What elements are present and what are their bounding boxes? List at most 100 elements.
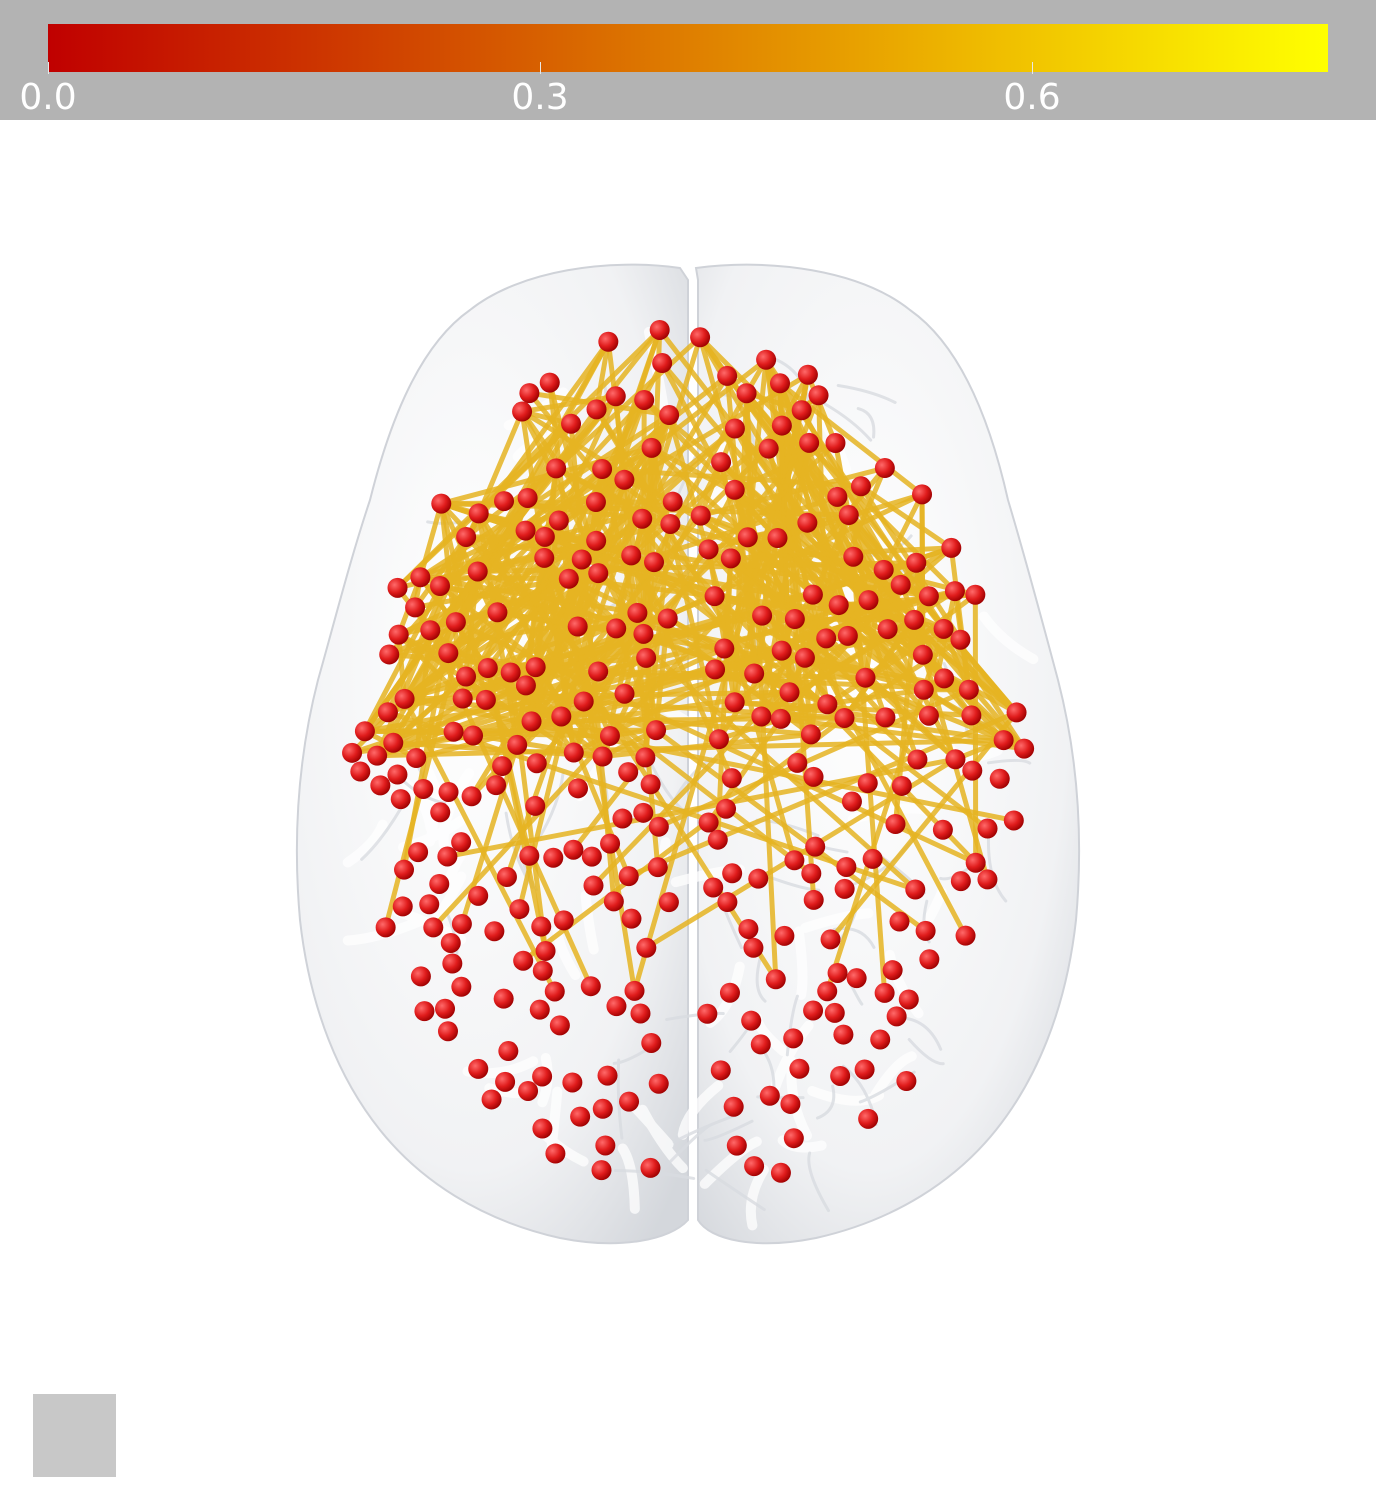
region-node	[646, 720, 667, 741]
region-node	[648, 1073, 669, 1094]
region-node	[451, 832, 472, 853]
region-node	[567, 616, 588, 637]
region-node	[627, 602, 648, 623]
region-node	[799, 432, 820, 453]
region-node	[836, 856, 857, 877]
region-node	[717, 892, 738, 913]
region-node	[367, 745, 388, 766]
region-node	[375, 917, 396, 938]
region-node	[736, 383, 757, 404]
region-node	[585, 492, 606, 513]
region-node	[794, 647, 815, 668]
region-node	[697, 1003, 718, 1024]
region-node	[784, 850, 805, 871]
region-node	[977, 818, 998, 839]
gyrus-fold	[616, 1058, 624, 1140]
region-node	[486, 775, 507, 796]
region-node	[705, 659, 726, 680]
region-node	[919, 949, 940, 970]
region-node	[595, 1135, 616, 1156]
region-node	[493, 988, 514, 1009]
region-node	[445, 612, 466, 633]
region-node	[612, 808, 633, 829]
connectivity-edge	[632, 407, 805, 994]
region-node	[720, 548, 741, 569]
region-node	[891, 775, 912, 796]
region-node	[714, 638, 735, 659]
region-node	[724, 418, 745, 439]
region-node	[707, 829, 728, 850]
gyrus-fold	[978, 611, 1039, 665]
region-node	[545, 1143, 566, 1164]
region-node	[873, 559, 894, 580]
region-node	[789, 1058, 810, 1079]
region-node	[724, 692, 745, 713]
region-node	[843, 546, 864, 567]
region-node	[394, 688, 415, 709]
gyrus-fold	[703, 1119, 754, 1142]
connectivity-edge	[485, 665, 549, 954]
region-node	[342, 742, 363, 763]
region-node	[588, 563, 609, 584]
region-node	[886, 1006, 907, 1027]
region-node	[515, 520, 536, 541]
region-node	[803, 1000, 824, 1021]
region-node	[413, 778, 434, 799]
region-node	[546, 458, 567, 479]
region-nodes	[342, 319, 1035, 1183]
region-node	[817, 694, 838, 715]
region-node	[657, 608, 678, 629]
region-node	[500, 662, 521, 683]
region-node	[507, 734, 528, 755]
connectivity-edge	[698, 465, 888, 519]
region-node	[950, 629, 971, 650]
region-node	[797, 512, 818, 533]
region-node	[830, 1065, 851, 1086]
region-node	[591, 1160, 612, 1181]
region-node	[658, 892, 679, 913]
region-node	[977, 869, 998, 890]
region-node	[419, 894, 440, 915]
region-node	[877, 619, 898, 640]
region-node	[451, 976, 472, 997]
gyrus-fold	[580, 890, 599, 955]
gyrus-fold	[823, 402, 873, 442]
region-node	[456, 526, 477, 547]
region-node	[388, 624, 409, 645]
region-node	[519, 383, 540, 404]
region-node	[744, 663, 765, 684]
region-node	[487, 602, 508, 623]
gyrus-fold	[884, 949, 924, 1019]
region-node	[477, 658, 498, 679]
region-node	[690, 327, 711, 348]
region-node	[549, 1015, 570, 1036]
region-node	[551, 706, 572, 727]
region-node	[846, 968, 867, 989]
region-node	[553, 910, 574, 931]
region-node	[452, 688, 473, 709]
region-node	[890, 574, 911, 595]
gyrus-fold	[536, 771, 565, 842]
connectivity-edge	[805, 372, 838, 446]
region-node	[719, 982, 740, 1003]
region-node	[387, 764, 408, 785]
region-node	[544, 981, 565, 1002]
gyrus-fold	[755, 955, 767, 1003]
region-node	[383, 732, 404, 753]
connectivity-edge	[697, 334, 810, 526]
region-node	[392, 896, 413, 917]
region-node	[912, 644, 933, 665]
region-node	[993, 730, 1014, 751]
region-node	[659, 405, 680, 426]
region-node	[743, 937, 764, 958]
region-node	[918, 705, 939, 726]
region-node	[532, 960, 553, 981]
region-node	[438, 643, 459, 664]
region-node	[698, 539, 719, 560]
colorbar-tick-label: 0.3	[511, 77, 569, 118]
region-node	[599, 725, 620, 746]
region-node	[932, 819, 953, 840]
gyrus-fold	[769, 356, 811, 405]
region-node	[717, 365, 738, 386]
